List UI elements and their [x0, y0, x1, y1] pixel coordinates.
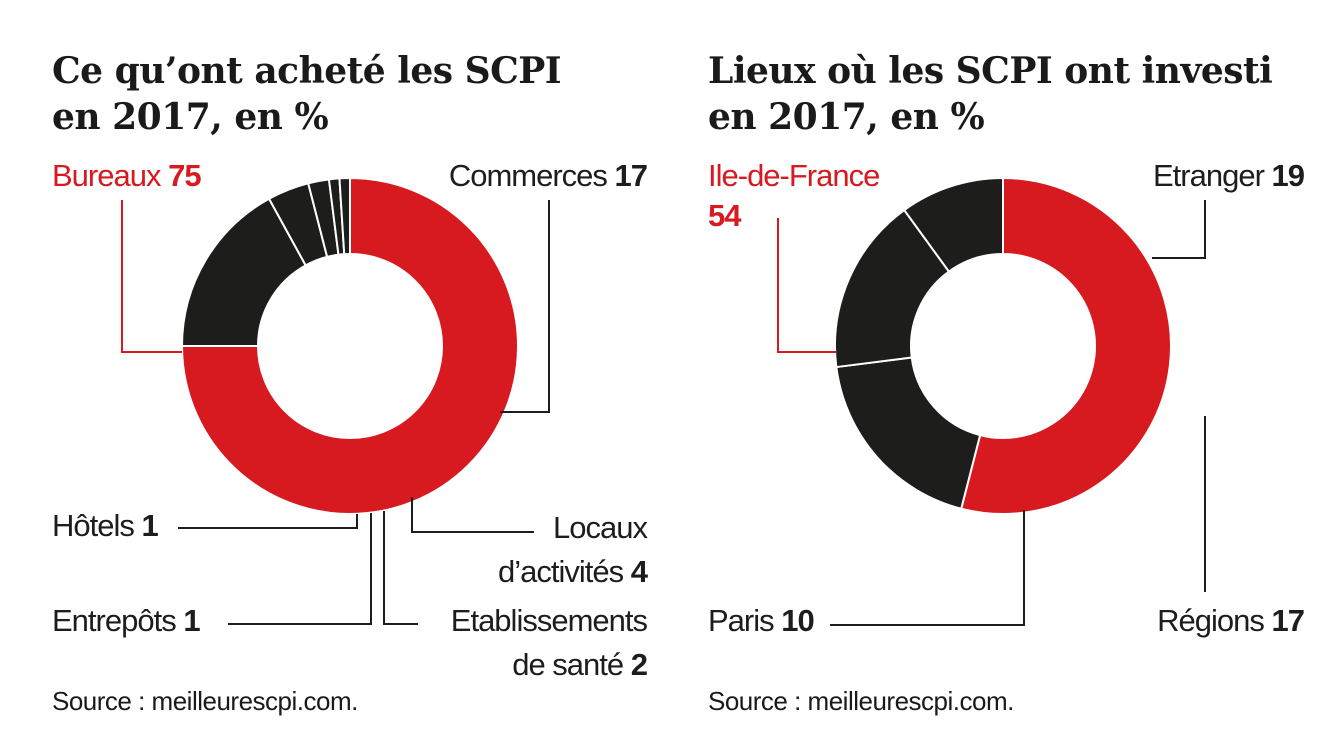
slice-label-text: Bureaux [52, 158, 168, 193]
slice-label-text: Ile-de-France [708, 158, 879, 193]
chart-title: Lieux où les SCPI ont investi en 2017, e… [708, 48, 1273, 140]
donut-chart-locations: Ile-de-France 54 Etranger 19 Régions 17 Pari… [708, 158, 1306, 638]
slice-value: 4 [631, 554, 649, 589]
chart-title-line-2: en 2017, en % [708, 96, 985, 138]
chart-source: Source : meilleurescpi.com. [708, 686, 1014, 716]
leader-line [500, 200, 550, 413]
slice-label: Commerces 17 [449, 158, 647, 193]
leader-line [1152, 200, 1206, 259]
chart-panel-purchases: Ce qu’ont acheté les SCPI en 2017, en % … [52, 48, 650, 716]
donut-slice-h-tels [338, 176, 351, 256]
chart-title: Ce qu’ont acheté les SCPI en 2017, en % [52, 48, 562, 140]
slice-label-text: Paris [708, 603, 781, 638]
slice-value: 19 [1272, 158, 1305, 193]
slice-label: Bureaux 75 [52, 158, 201, 193]
chart-title-line-2: en 2017, en % [52, 96, 329, 138]
slice-label: Etablissements de santé 2 [451, 603, 648, 682]
slice-value: 1 [183, 603, 200, 638]
slice-label-text: Etranger [1153, 158, 1272, 193]
slice-value: 1 [141, 508, 158, 543]
slice-label-text: Régions [1157, 603, 1271, 638]
slice-value: 17 [1272, 603, 1304, 638]
slice-label: Entrepôts 1 [52, 603, 200, 638]
chart-title-line-1: Lieux où les SCPI ont investi [708, 50, 1273, 92]
leader-line [830, 510, 1025, 626]
chart-title-line-1: Ce qu’ont acheté les SCPI [52, 50, 562, 92]
leader-line [178, 514, 358, 529]
slice-label-text: Commerces [449, 158, 615, 193]
chart-panel-locations: Lieux où les SCPI ont investi en 2017, e… [660, 0, 1334, 749]
slice-value: 17 [615, 158, 647, 193]
leader-line [383, 511, 418, 625]
slice-value: 2 [631, 647, 647, 682]
slice-label-text: d’activités [498, 554, 631, 589]
slice-label: Régions 17 [1157, 603, 1304, 638]
slice-label: Paris 10 [708, 603, 814, 638]
slice-label: Locaux d’activités 4 [498, 510, 649, 589]
slice-label: Etranger 19 [1153, 158, 1305, 193]
slice-label: Hôtels 1 [52, 508, 158, 543]
slice-label-text: de santé [512, 647, 631, 682]
slice-label-text: Hôtels [52, 508, 141, 543]
slice-value: 75 [168, 158, 201, 193]
leader-line [121, 200, 182, 353]
leader-line [411, 497, 534, 533]
donut-slice-etranger [835, 356, 982, 510]
leader-line [777, 218, 836, 353]
donut-slice-paris [902, 176, 1004, 273]
leader-line [228, 513, 372, 625]
slice-label-text: Locaux [553, 510, 648, 545]
slice-label: Ile-de-France 54 [708, 158, 879, 233]
donut-slice-ile-de-france [960, 176, 1172, 515]
slice-label-text: Entrepôts [52, 603, 183, 638]
slice-value: 54 [708, 198, 742, 233]
donut-slice-bureaux [180, 176, 519, 515]
chart-source: Source : meilleurescpi.com. [52, 686, 358, 716]
slice-label-text: Etablissements [451, 603, 648, 638]
donut-chart-purchases: Bureaux 75 Commerces 17 Locaux d’activités … [52, 158, 650, 682]
slice-value: 10 [781, 603, 813, 638]
